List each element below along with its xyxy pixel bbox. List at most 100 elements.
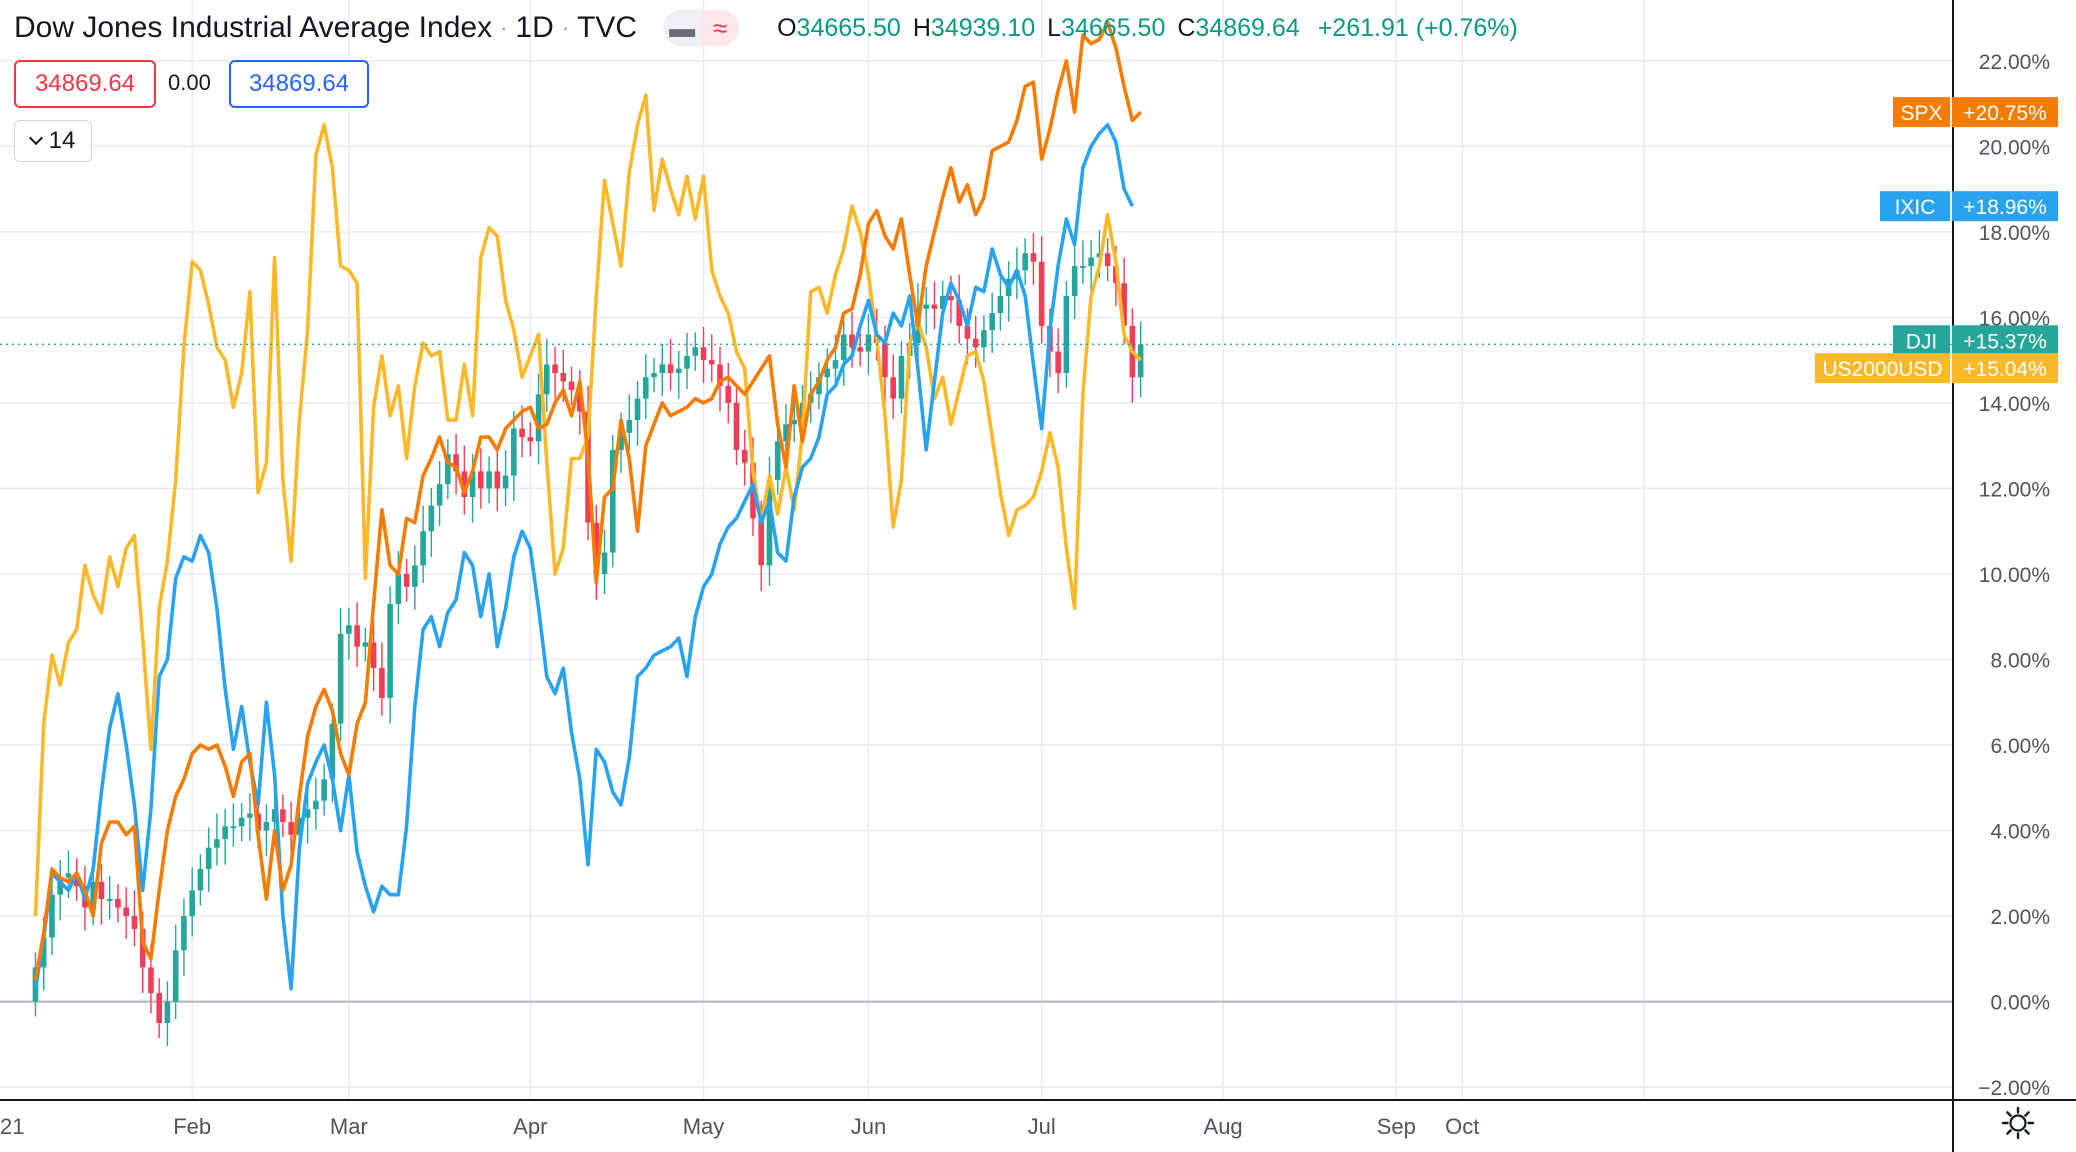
low-label: L	[1047, 13, 1062, 42]
dji-candle-body	[626, 420, 633, 433]
x-tick-label: Jul	[1028, 1114, 1056, 1139]
dji-candle-body	[395, 573, 402, 604]
x-tick-label: Feb	[173, 1114, 211, 1139]
sell-price-button[interactable]: 34869.64	[14, 60, 156, 108]
dji-candle-body	[313, 800, 319, 810]
dji-candle-body	[692, 347, 699, 356]
dji-candle-body	[832, 360, 839, 369]
indicators-count: 14	[48, 127, 76, 154]
dji-candle-body	[849, 334, 855, 348]
spx-value-label: +20.75%	[1963, 102, 2047, 125]
dji-candle-body	[519, 428, 525, 438]
dji-candle-body	[511, 428, 517, 476]
y-tick-label: 16.00%	[1979, 307, 2050, 330]
change-value: +261.91 (+0.76%)	[1317, 13, 1518, 42]
ixic-value-badge	[1952, 191, 2058, 222]
dji-candle-body	[304, 809, 311, 818]
dji-candle-body	[684, 355, 690, 369]
chart-header: Dow Jones Industrial Average Index · 1D …	[14, 6, 1518, 50]
dji-candle-body	[552, 364, 558, 373]
spread-value: 0.00	[168, 70, 211, 95]
x-tick-label: 21	[0, 1114, 24, 1139]
dji-candle-body	[288, 822, 294, 835]
y-tick-label: 2.00%	[1990, 906, 2050, 929]
dji-candle-body	[296, 817, 303, 835]
dji-candle-body	[271, 809, 278, 823]
source-label: TVC	[577, 11, 638, 44]
dji-candle-body	[57, 877, 64, 895]
rut-value-badge	[1952, 353, 2058, 384]
dji-candle-body	[890, 377, 897, 399]
separator-dot: ·	[561, 15, 570, 40]
dji-candle-body	[403, 573, 410, 587]
dji-candle-body	[247, 813, 253, 818]
dji-candle-body	[131, 916, 138, 929]
dji-candle-body	[205, 847, 212, 870]
dji-candle-body	[931, 304, 938, 309]
dji-candle-body	[857, 347, 864, 352]
dji-candle-body	[453, 454, 459, 472]
dji-candle-body	[1038, 261, 1045, 326]
open-value: 34665.50	[796, 13, 901, 42]
dji-candle-body	[164, 1001, 171, 1024]
dji-candle-body	[865, 334, 872, 352]
dji-candle-body	[502, 475, 509, 489]
y-tick-label: 0.00%	[1990, 992, 2050, 1015]
dash-icon[interactable]: ▬	[669, 12, 696, 43]
dji-candle-body	[783, 424, 789, 442]
x-tick-label: May	[683, 1114, 725, 1139]
dji-candle-body	[956, 300, 962, 326]
approx-icon[interactable]: ≈	[701, 10, 740, 46]
indicators-collapse-button[interactable]: 14	[14, 120, 92, 162]
y-tick-label: −2.00%	[1978, 1077, 2050, 1100]
y-tick-label: 22.00%	[1979, 51, 2050, 74]
dji-candle-body	[997, 295, 1004, 314]
dji-value-badge	[1952, 325, 2058, 356]
gear-icon[interactable]	[2000, 1105, 2036, 1141]
y-tick-label: 8.00%	[1990, 650, 2050, 673]
dji-candle-body	[65, 873, 72, 878]
dji-candle-body	[882, 343, 888, 378]
dji-candle-body	[972, 338, 979, 348]
dji-candle-body	[189, 890, 195, 917]
dji-candle-body	[725, 385, 732, 403]
separator-dot: ·	[500, 15, 508, 40]
buy-price-button[interactable]: 34869.64	[229, 60, 369, 108]
dji-candle-body	[708, 360, 715, 365]
dji-candle-body	[1088, 257, 1094, 267]
chevron-down-icon	[28, 130, 43, 146]
rut-value-label: +15.04%	[1963, 358, 2047, 381]
dji-candle-body	[115, 898, 121, 908]
dji-candle-body	[98, 881, 105, 899]
dji-candle-body	[90, 881, 96, 908]
dji-candle-body	[1080, 266, 1086, 269]
dji-candle-body	[593, 522, 600, 574]
dji-candle-body	[774, 441, 781, 480]
dji-candle-body	[618, 432, 624, 450]
interval-label[interactable]: 1D	[515, 11, 554, 44]
dji-candle-body	[139, 928, 146, 968]
dji-candle-body	[73, 873, 80, 887]
dji-candle-body	[659, 364, 666, 373]
dji-candle-body	[840, 334, 847, 361]
dji-candle-body	[238, 817, 245, 827]
series-visibility-toggle[interactable]: ▬ ≈	[663, 10, 740, 46]
series-lines	[0, 20, 1953, 991]
dji-candle-body	[791, 420, 798, 425]
dji-candle-body	[1055, 351, 1061, 373]
rut-series-line	[33, 93, 1142, 917]
dji-candle-body	[379, 668, 385, 698]
dji-candle-body	[717, 364, 723, 386]
ixic-name-badge	[1880, 191, 1950, 222]
dji-candle-body	[898, 355, 905, 399]
symbol-title[interactable]: Dow Jones Industrial Average Index	[14, 11, 493, 44]
dji-candle-body	[263, 822, 270, 831]
ixic-value-label: +18.96%	[1963, 196, 2047, 219]
dji-candle-body	[1137, 344, 1144, 378]
dji-candle-body	[601, 552, 608, 574]
dji-candle-body	[1030, 253, 1037, 262]
dji-candle-body	[436, 484, 443, 506]
dji-candle-body	[989, 313, 995, 331]
dji-candle-body	[527, 437, 534, 442]
